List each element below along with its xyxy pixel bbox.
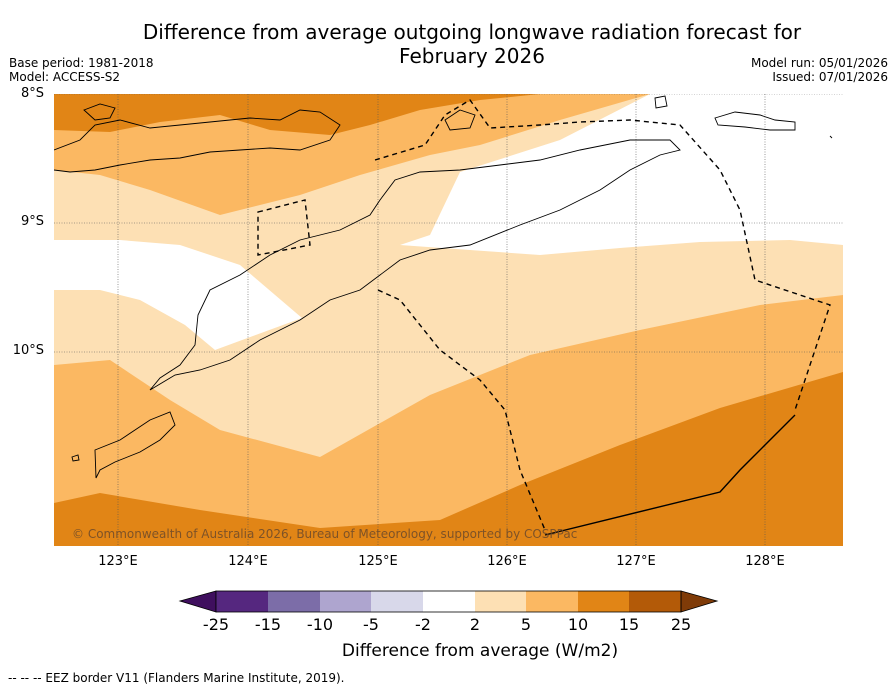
- eez-footnote: -- -- -- EEZ border V11 (Flanders Marine…: [8, 671, 345, 685]
- lon-label-127e: 127°E: [616, 554, 656, 569]
- model-run: Model run: 05/01/2026: [750, 56, 888, 70]
- rote-coastline: [94, 411, 176, 479]
- contour-band-5-10-north: [54, 94, 650, 215]
- timor-coastline: [149, 139, 681, 391]
- colorbar-segment-7: [526, 591, 578, 612]
- lon-label-125e: 125°E: [358, 554, 398, 569]
- eez-border: [257, 99, 831, 531]
- map-title: Difference from average outgoing longwav…: [0, 20, 896, 68]
- coastlines: [54, 95, 833, 479]
- colorbar-segment-8: [578, 591, 629, 612]
- model-name: Model: ACCESS-S2: [9, 70, 121, 84]
- colorbar-label: Difference from average (W/m2): [341, 641, 619, 661]
- colorbar-tick: -15: [254, 615, 282, 634]
- base-period: Base period: 1981-2018: [9, 56, 154, 70]
- islet-southwest: [71, 454, 80, 462]
- meta-left: Base period: 1981-2018 Model: ACCESS-S2: [9, 56, 154, 84]
- lon-label-124e: 124°E: [228, 554, 268, 569]
- colorbar-tick: -5: [363, 615, 379, 634]
- colorbar-segment-3: [320, 591, 371, 612]
- colorbar-segment-5: [423, 591, 475, 612]
- title-line-1: Difference from average outgoing longwav…: [142, 20, 802, 44]
- lon-label-128e: 128°E: [745, 554, 785, 569]
- colorbar-tick: -2: [415, 615, 431, 634]
- colorbar-tick: 2: [469, 615, 481, 634]
- colorbar-tick: -10: [306, 615, 334, 634]
- islet-northeast-1: [654, 95, 668, 109]
- lon-label-123e: 123°E: [98, 554, 138, 569]
- colorbar-tick: 15: [618, 615, 640, 634]
- lon-label-126e: 126°E: [487, 554, 527, 569]
- wetar-coastline: [714, 111, 796, 131]
- colorbar: [178, 590, 719, 613]
- contour-band-10-15-south: [54, 372, 843, 546]
- lat-label-10s: 10°S: [12, 343, 44, 358]
- islet-east: [829, 135, 833, 139]
- contour-band-neutral-east: [400, 94, 843, 255]
- colorbar-tick: 10: [567, 615, 589, 634]
- colorbar-tick: 5: [520, 615, 532, 634]
- copyright-notice: © Commonwealth of Australia 2026, Bureau…: [72, 527, 578, 541]
- colorbar-segment-6: [475, 591, 526, 612]
- flores-coastline: [54, 109, 341, 173]
- colorbar-extend-high: [680, 590, 719, 613]
- meta-right: Model run: 05/01/2026 Issued: 07/01/2026: [751, 56, 888, 84]
- eez-border-solid: [544, 414, 796, 536]
- lat-label-9s: 9°S: [20, 214, 44, 229]
- lat-label-8s: 8°S: [20, 86, 44, 101]
- graticule: [54, 94, 843, 546]
- issued-date: Issued: 07/01/2026: [772, 70, 888, 84]
- colorbar-tick: -25: [202, 615, 230, 634]
- colorbar-segment-4: [371, 591, 423, 612]
- colorbar-segment-2: [268, 591, 320, 612]
- islet-north: [444, 109, 476, 131]
- colorbar-outline: [215, 590, 682, 613]
- contour-band-10-15-north: [54, 94, 540, 135]
- contour-band-neutral-west: [54, 240, 302, 350]
- map-plot-area: [54, 94, 843, 546]
- title-line-2: February 2026: [399, 44, 545, 68]
- colorbar-segment-1: [216, 591, 268, 612]
- colorbar-tick: 25: [670, 615, 692, 634]
- islet-northwest: [83, 103, 116, 121]
- colorbar-extend-low: [178, 590, 217, 613]
- colorbar-segment-9: [629, 591, 681, 612]
